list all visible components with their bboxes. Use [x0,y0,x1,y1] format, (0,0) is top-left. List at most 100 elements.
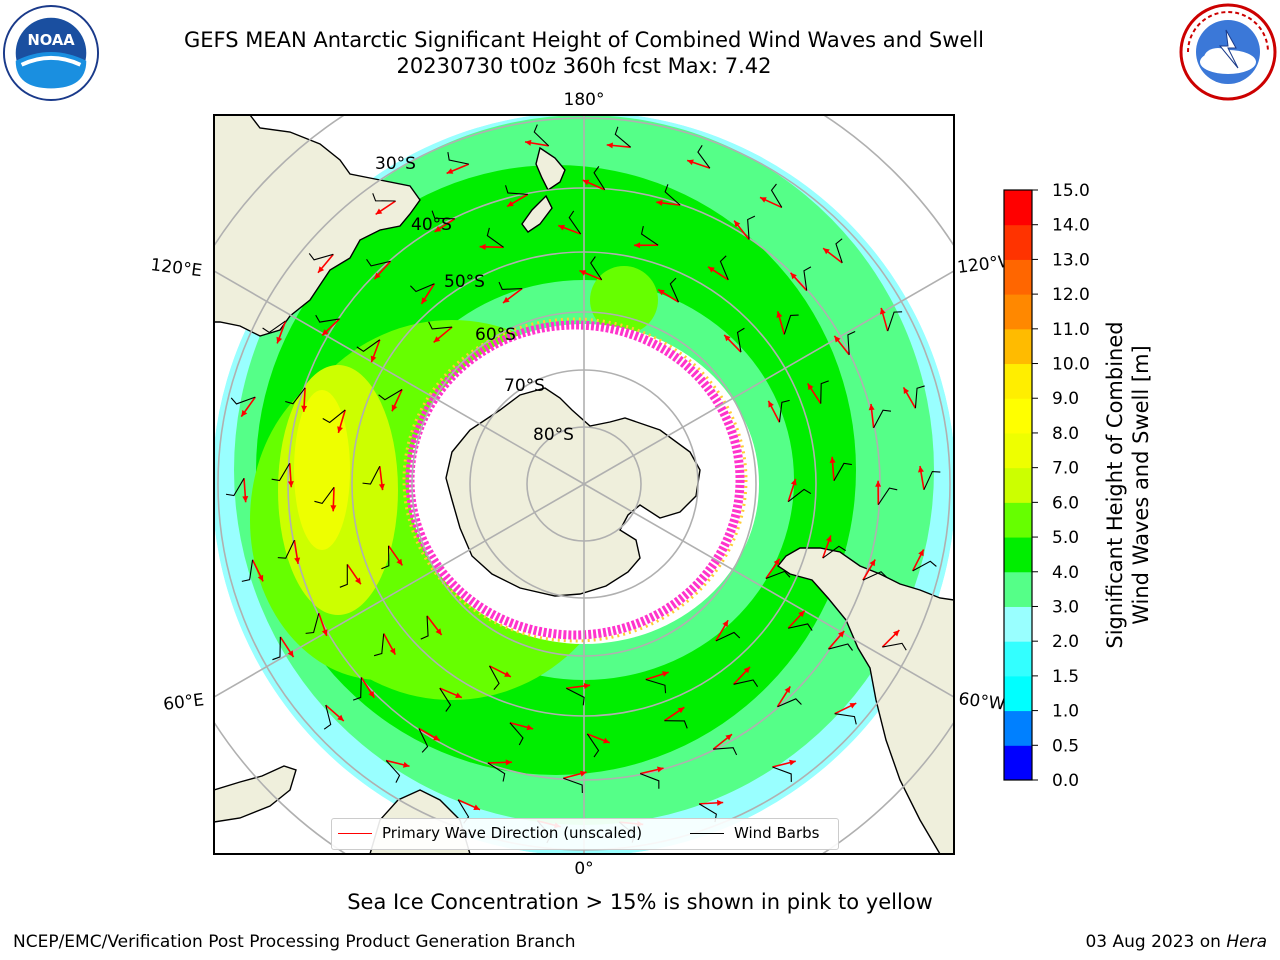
wave-arrow-head [375,208,383,215]
wave-arrow-head [768,400,774,408]
colorbar-title-line2: Wind Waves and Swell [m] [1129,345,1153,625]
wind-barb [828,643,853,651]
wave-arrow-head [526,724,534,731]
wind-barb [787,488,812,503]
lon-label-0: 0° [574,859,593,879]
wind-barb [639,773,660,789]
wind-barb [778,399,790,423]
wave-arrow-head [276,336,283,344]
wind-barb [697,145,711,169]
wind-barb [498,281,523,290]
wind-barb [241,559,254,582]
lon-label-60w: 60°W [957,689,1006,715]
wave-arrow-head [479,243,486,250]
wind-barb [378,389,403,401]
wind-barb [314,486,335,505]
wind-barb [428,321,453,330]
wave-arrow-head [687,159,694,166]
wind-barb [504,185,528,195]
wave-arrow-head [330,505,337,512]
lon-label-60e: 60°E [162,690,205,715]
wind-barb [362,466,381,485]
wave-arrow-head [421,297,428,304]
legend-item-wave-direction: Primary Wave Direction (unscaled) [338,824,642,842]
colorbar-segment [1004,537,1032,573]
wave-arrow-head [370,355,377,363]
wave-arrow-head [354,577,361,585]
wave-arrow-head [301,405,308,412]
wave-arrow-head [579,770,587,777]
wave-arrow-head [322,329,329,336]
colorbar-tick-label: 3.0 [1052,597,1079,617]
colorbar-tick-label: 9.0 [1052,389,1079,409]
colorbar-segment [1004,571,1032,607]
wave-arrow-head [242,496,249,503]
wind-barb [914,385,925,409]
colorbar-tick-label: 0.0 [1052,771,1079,791]
wave-arrow-head [869,559,876,567]
wind-barb [783,314,799,335]
wind-barb [912,560,937,572]
lat-label-30s: 30°S [375,154,416,174]
colorbar-segment [1004,502,1032,538]
wave-arrow-head [879,307,886,315]
wind-barb [352,677,362,701]
colorbar-segment [1004,675,1032,712]
sea-ice-edge [402,317,748,643]
colorbar-tick-label: 14.0 [1052,216,1090,236]
wave-arrow-head [582,179,590,186]
wave-arrow-head [823,248,830,255]
graticule [214,115,954,854]
colorbar-tick-label: 15.0 [1052,181,1090,201]
wind-barb [733,679,759,687]
wave-arrow-head [724,334,731,342]
wave-arrow-head [677,707,685,714]
wave-arrow-head [657,766,664,773]
wave-arrow-head [579,270,587,276]
wind-barb [788,623,813,631]
wind-barb [308,253,334,261]
wave-arrow-head [294,557,301,564]
wave-arrow-head [503,296,510,303]
wind-barb [420,615,429,640]
wind-barb [563,777,583,793]
wave-arrow-head [433,734,440,741]
wind-barb [664,184,681,206]
wave-arrow-head [708,266,715,273]
wave-arrow-head [396,558,403,566]
colorbar-tick-label: 1.5 [1052,667,1079,687]
lat-label-40s: 40°S [411,215,452,235]
wave-arrow-head [868,403,875,411]
lat-label-70s: 70°S [504,376,545,396]
new-zealand-land [521,146,566,233]
wave-arrow-head [918,466,924,473]
wind-barb [409,283,435,293]
wind-barb [322,409,346,424]
wind-barb [339,564,348,588]
wind-barb [590,256,603,281]
wave-arrow-head [287,481,294,488]
wind-barb [586,733,600,758]
colorbar-tick-label: 4.0 [1052,563,1079,583]
wave-arrow-head [849,703,857,709]
wind-barb [568,210,582,235]
footer-host: Hera [1226,932,1267,952]
wind-barb [271,463,291,482]
lon-label-120e: 120°E [149,255,203,281]
wave-arrow-head [446,168,454,174]
wave-arrow-head [368,690,375,698]
colorbar-tick-label: 1.0 [1052,702,1079,722]
colorbar-tick-label: 2.0 [1052,632,1079,652]
wind-barb [834,713,857,725]
wave-arrow-head [473,804,481,810]
legend: Primary Wave Direction (unscaled) Wind B… [331,818,839,850]
wave-arrow-head [892,630,900,637]
wind-barb [272,636,281,661]
wave-arrow-head [825,535,832,543]
wave-arrow-head [734,220,741,228]
wave-arrow-head [725,734,732,741]
colorbar-segment [1004,641,1032,677]
antarctica-land [445,387,701,597]
colorbar-tick-label: 11.0 [1052,320,1090,340]
